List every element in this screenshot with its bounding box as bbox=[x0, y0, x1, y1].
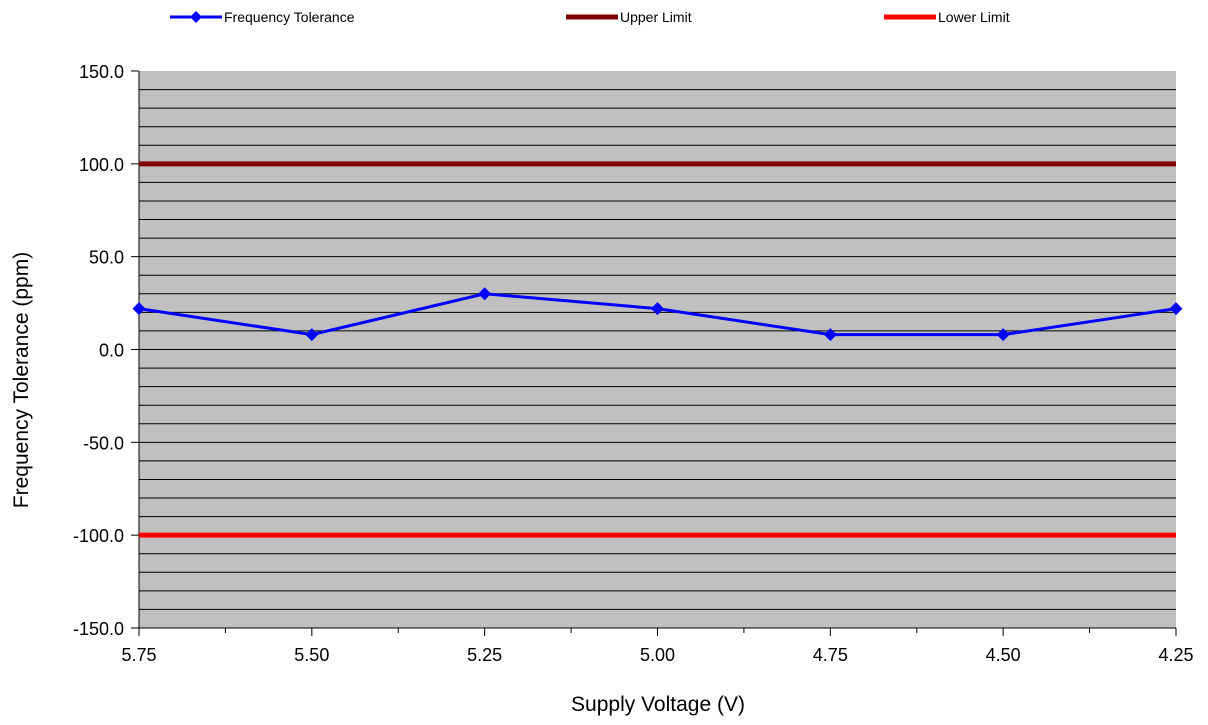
y-axis-label: Frequency Tolerance (ppm) bbox=[10, 252, 33, 508]
y-axis-ticks: 150.0 100.0 50.0 0.0 -50.0 -100.0 -150.0 bbox=[73, 62, 139, 639]
x-tick-label: 5.00 bbox=[640, 645, 675, 665]
series-layer bbox=[132, 161, 1183, 538]
y-tick-label: 50.0 bbox=[89, 248, 124, 268]
data-point-frequency-tolerance bbox=[996, 328, 1010, 342]
x-tick-label: 5.25 bbox=[467, 645, 502, 665]
data-point-frequency-tolerance bbox=[651, 302, 664, 316]
data-point-frequency-tolerance bbox=[823, 328, 837, 342]
x-tick-label: 4.75 bbox=[813, 645, 848, 665]
y-tick-label: 0.0 bbox=[99, 341, 124, 361]
x-axis-label: Supply Voltage (V) bbox=[571, 693, 745, 716]
legend-item-lower-limit: Lower Limit bbox=[884, 9, 1010, 25]
legend-marker-diamond-icon bbox=[190, 11, 202, 23]
x-axis-ticks: 5.75 5.50 5.25 5.00 4.75 4.50 4.25 bbox=[121, 628, 1194, 665]
y-tick-label: -150.0 bbox=[73, 619, 124, 639]
legend-label-lower-limit: Lower Limit bbox=[938, 9, 1010, 25]
y-tick-label: -50.0 bbox=[83, 433, 124, 453]
x-tick-label: 4.25 bbox=[1158, 645, 1193, 665]
y-tick-label: 150.0 bbox=[79, 62, 124, 82]
data-point-frequency-tolerance bbox=[132, 302, 146, 316]
y-tick-label: -100.0 bbox=[73, 526, 124, 546]
legend-item-upper-limit: Upper Limit bbox=[566, 9, 692, 25]
data-point-frequency-tolerance bbox=[305, 328, 319, 342]
data-point-frequency-tolerance bbox=[1169, 302, 1183, 316]
y-tick-label: 100.0 bbox=[79, 155, 124, 175]
legend: Frequency Tolerance Upper Limit Lower Li… bbox=[170, 9, 1010, 25]
legend-label-frequency-tolerance: Frequency Tolerance bbox=[224, 9, 355, 25]
legend-label-upper-limit: Upper Limit bbox=[620, 9, 692, 25]
data-point-frequency-tolerance bbox=[478, 287, 492, 301]
x-tick-label: 5.75 bbox=[121, 645, 156, 665]
legend-item-frequency-tolerance: Frequency Tolerance bbox=[170, 9, 355, 25]
x-tick-label: 4.50 bbox=[986, 645, 1021, 665]
x-tick-label: 5.50 bbox=[294, 645, 329, 665]
